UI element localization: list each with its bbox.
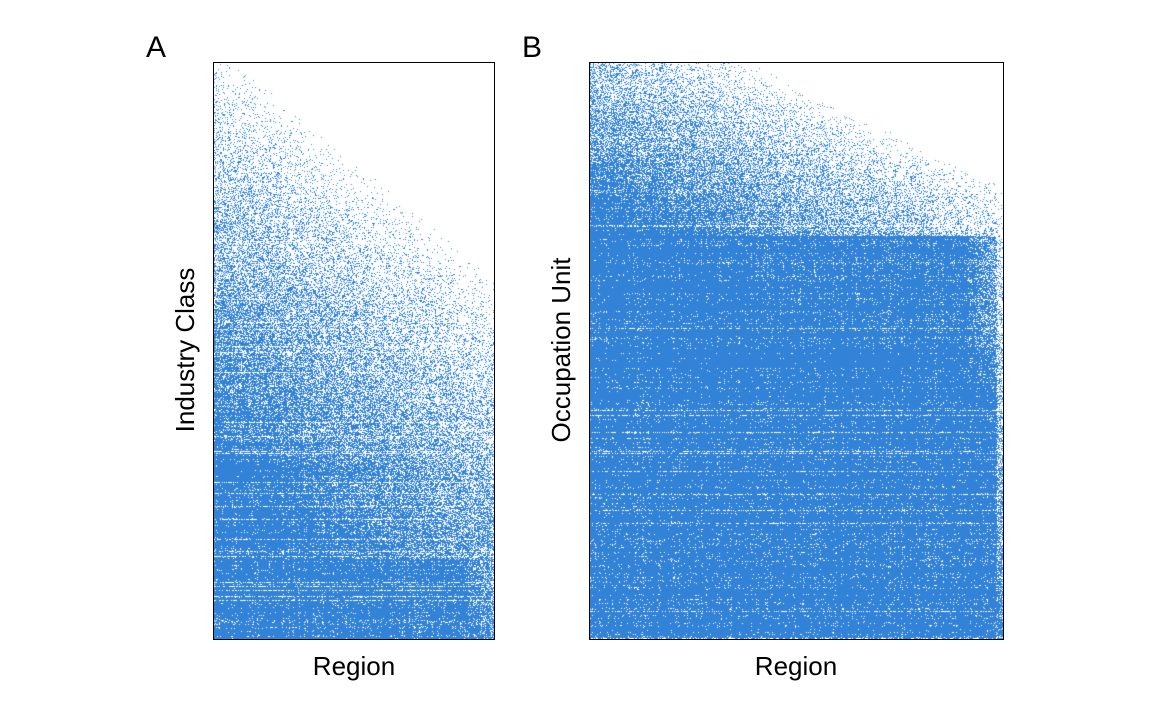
- y-axis-label-b: Occupation Unit: [546, 257, 576, 443]
- heatmap-cells-b: [590, 63, 1003, 639]
- heatmap-cells-a: [214, 63, 494, 639]
- heatmap-occupation-region: [589, 62, 1004, 640]
- y-axis-label-a: Industry Class: [170, 267, 200, 433]
- x-axis-label-a: Region: [312, 651, 396, 681]
- x-axis-label-b: Region: [754, 651, 838, 681]
- panel-label-a: A: [146, 31, 167, 64]
- panel-label-b: B: [522, 31, 543, 64]
- heatmap-industry-region: [213, 62, 495, 640]
